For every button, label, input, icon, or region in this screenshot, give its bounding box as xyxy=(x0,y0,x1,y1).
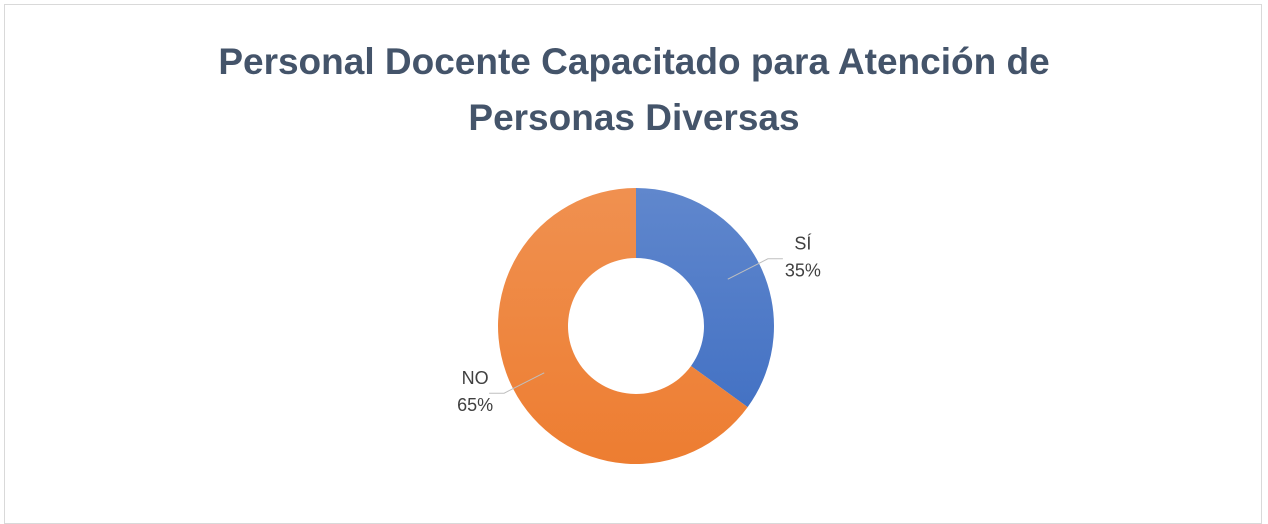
donut-slice xyxy=(498,188,748,464)
leader-line xyxy=(489,372,545,394)
data-label-category: NO xyxy=(462,368,489,388)
title-box: Personal Docente Capacitado para Atenció… xyxy=(0,34,1268,146)
donut-slice xyxy=(636,188,774,408)
chart-title: Personal Docente Capacitado para Atenció… xyxy=(218,41,1050,138)
data-label-category: SÍ xyxy=(794,234,811,254)
data-label-value: 35% xyxy=(785,261,821,281)
data-label-value: 65% xyxy=(457,395,493,415)
leader-line xyxy=(727,258,783,280)
